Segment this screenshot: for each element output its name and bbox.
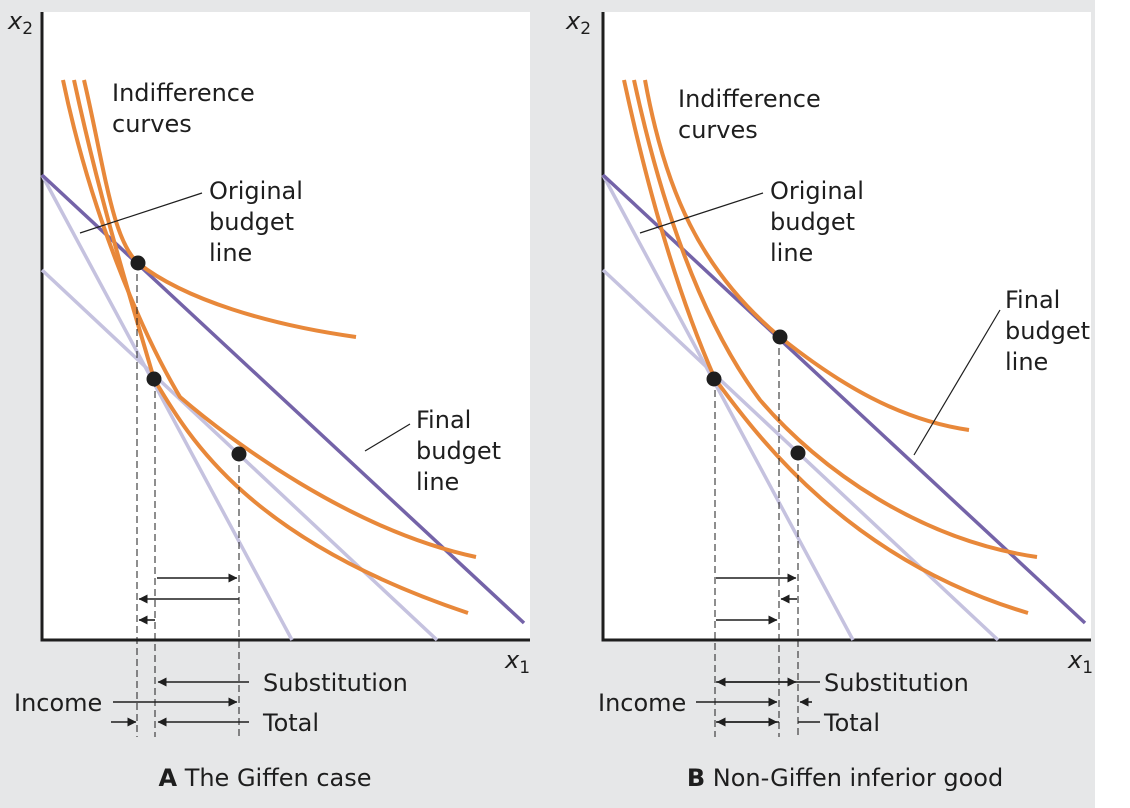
panel-b-income-label: Income <box>598 689 686 717</box>
panel-a-final-leader <box>364 423 411 452</box>
panel-a-indifference-label: Indifference curves <box>112 79 262 138</box>
panel-a-point-compensated <box>146 371 162 387</box>
panel-b-original-budget-line <box>601 174 855 641</box>
panel-b-original-leader <box>639 192 764 234</box>
panel-b-indifference-label: Indifference curves <box>678 85 828 144</box>
panel-b-y-axis-label: x2 <box>565 7 591 39</box>
panel-b-indifference-curve-low <box>632 79 1038 559</box>
panel-a-point-final <box>231 446 247 462</box>
panel-a-original-leader <box>79 192 203 234</box>
panel-a-final-label: Final budget line <box>416 406 509 496</box>
panel-a-indifference-curve-low <box>61 79 477 559</box>
panel-a-original-label: Original budget line <box>209 177 311 267</box>
panel-b-point-original <box>706 371 722 387</box>
panel-a-substitution-label: Substitution <box>263 669 408 697</box>
panel-b-substitution-label: Substitution <box>824 669 969 697</box>
panel-a-point-original <box>130 255 146 271</box>
panel-a-total-label: Total <box>262 709 319 737</box>
panel-b-original-label: Original budget line <box>770 177 872 267</box>
panel-b-point-final <box>772 329 788 345</box>
panel-a-income-label: Income <box>14 689 102 717</box>
panel-a-caption: A The Giffen case <box>158 764 371 792</box>
panel-a: x2 x1 Indifference curves Original budge… <box>7 7 530 792</box>
panel-b-caption: B Non-Giffen inferior good <box>687 764 1003 792</box>
panel-a-x-axis-label: x1 <box>504 646 530 678</box>
panel-b-x-axis-label: x1 <box>1067 646 1093 678</box>
panel-b-final-leader <box>913 309 1001 456</box>
panel-b-total-label: Total <box>823 709 880 737</box>
panel-a-y-axis-label: x2 <box>7 7 33 39</box>
panel-b: x2 x1 Indifference curves Original budge… <box>565 7 1098 792</box>
panel-b-final-label: Final budget line <box>1005 286 1098 376</box>
panel-b-point-compensated <box>790 445 806 461</box>
panel-b-indifference-curve-high <box>643 79 970 432</box>
panel-a-final-budget-line <box>40 174 294 641</box>
